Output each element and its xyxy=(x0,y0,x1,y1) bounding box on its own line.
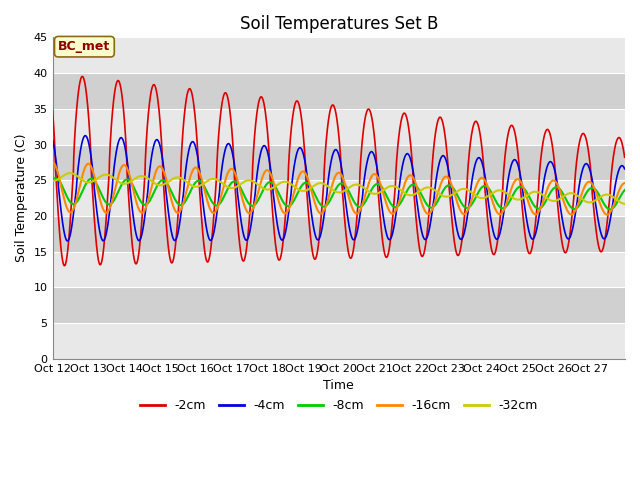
-8cm xyxy=(52,175,60,181)
Line: -2cm: -2cm xyxy=(52,76,625,266)
-4cm xyxy=(621,166,628,172)
Bar xyxy=(52,73,625,109)
-32cm xyxy=(138,173,146,179)
-2cm xyxy=(61,263,68,269)
Bar xyxy=(52,37,625,73)
-32cm xyxy=(324,183,332,189)
-32cm xyxy=(474,194,482,200)
Bar xyxy=(52,216,625,252)
-32cm xyxy=(314,181,321,187)
-32cm xyxy=(66,170,74,176)
-8cm xyxy=(606,206,614,212)
Y-axis label: Soil Temperature (C): Soil Temperature (C) xyxy=(15,134,28,263)
-4cm xyxy=(139,227,147,233)
-8cm xyxy=(614,198,621,204)
-16cm xyxy=(614,192,621,197)
Bar xyxy=(52,144,625,180)
-32cm xyxy=(621,201,628,207)
Line: -16cm: -16cm xyxy=(52,162,625,215)
-4cm xyxy=(63,238,71,244)
-16cm xyxy=(474,180,481,186)
-16cm xyxy=(604,212,611,217)
-4cm xyxy=(81,133,89,139)
-16cm xyxy=(138,210,146,216)
-2cm xyxy=(558,240,566,245)
Line: -32cm: -32cm xyxy=(52,173,625,204)
-8cm xyxy=(558,189,566,194)
-2cm xyxy=(49,107,56,113)
Bar xyxy=(52,252,625,288)
-32cm xyxy=(614,197,621,203)
Line: -8cm: -8cm xyxy=(52,178,625,209)
-8cm xyxy=(314,196,321,202)
Bar xyxy=(52,288,625,323)
-16cm xyxy=(313,205,321,211)
-16cm xyxy=(621,180,628,186)
Title: Soil Temperatures Set B: Soil Temperatures Set B xyxy=(239,15,438,33)
Text: BC_met: BC_met xyxy=(58,40,111,53)
-8cm xyxy=(138,201,146,206)
-4cm xyxy=(558,215,566,220)
-4cm xyxy=(49,137,56,143)
-2cm xyxy=(614,135,621,141)
-4cm xyxy=(324,176,332,182)
-4cm xyxy=(614,170,621,176)
-32cm xyxy=(49,178,56,184)
-16cm xyxy=(324,198,332,204)
-2cm xyxy=(324,118,332,124)
Legend: -2cm, -4cm, -8cm, -16cm, -32cm: -2cm, -4cm, -8cm, -16cm, -32cm xyxy=(134,394,543,417)
-8cm xyxy=(49,177,56,183)
-2cm xyxy=(621,155,628,160)
-8cm xyxy=(324,201,332,206)
-2cm xyxy=(139,205,147,211)
-4cm xyxy=(474,155,482,161)
-8cm xyxy=(474,191,482,196)
-2cm xyxy=(79,73,86,79)
-4cm xyxy=(314,237,321,243)
-8cm xyxy=(621,187,628,193)
Bar xyxy=(52,109,625,144)
-16cm xyxy=(49,159,56,165)
-2cm xyxy=(474,122,482,128)
Bar xyxy=(52,180,625,216)
X-axis label: Time: Time xyxy=(323,379,354,392)
Line: -4cm: -4cm xyxy=(52,136,625,241)
Bar xyxy=(52,323,625,359)
-32cm xyxy=(558,195,566,201)
-2cm xyxy=(314,248,321,254)
-16cm xyxy=(557,192,565,197)
